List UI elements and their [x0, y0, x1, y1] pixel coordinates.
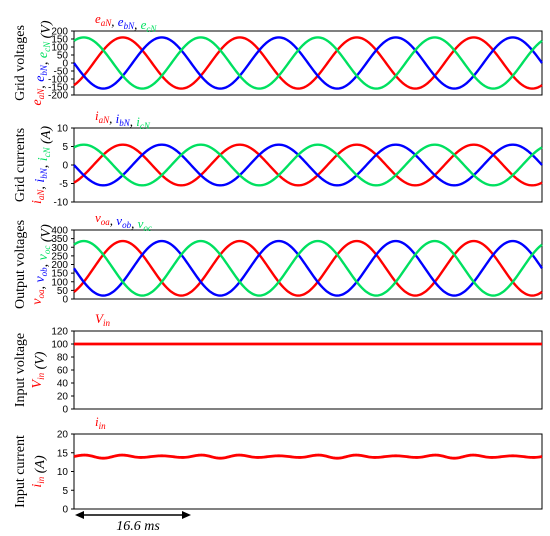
series-line-cN	[73, 143, 543, 187]
y-tick-label: 100	[51, 277, 68, 288]
y-tick-label: 350	[51, 234, 68, 245]
y-tick-label: 60	[57, 366, 69, 377]
y-tick-label: 50	[57, 51, 69, 62]
legend-label: iaN, ibN, icN	[95, 108, 151, 131]
series-line-cN	[73, 36, 543, 90]
y-tick-label: 0	[62, 505, 68, 516]
y-tick-label: 200	[51, 260, 68, 271]
y-tick-label: 120	[51, 327, 68, 338]
y-tick-label: 0	[62, 405, 68, 416]
y-tick-label: 10	[57, 467, 69, 478]
y-axis-label: Output voltages voa, vob, voc (V)	[13, 220, 54, 309]
panel-2: 10 5 0 -5 -10 iaN, ibN, icN Grid currents iaN, …	[13, 108, 543, 209]
y-tick-label: -50	[54, 67, 69, 78]
y-tick-label: 20	[57, 430, 69, 441]
legend-label: iin	[95, 414, 106, 431]
y-tick-label: 40	[57, 379, 69, 390]
legend-label: eaN, ebN, ecN	[95, 11, 157, 34]
y-tick-label: 150	[51, 35, 68, 46]
y-axis-label: Grid voltageseaN, ebN, ecN (V)	[13, 20, 54, 105]
series-line-aN	[73, 143, 543, 187]
panel-5: 20 15 10 5 0 iin Input current iin (A)	[13, 414, 543, 516]
series-line-oc	[73, 239, 543, 297]
y-tick-label: 400	[51, 226, 68, 237]
y-tick-label: 0	[62, 59, 68, 70]
series-line-aN	[73, 36, 543, 90]
panel-4: 120 100 80 60 40 20 0 Vin Input voltage Vin (V)	[13, 311, 543, 416]
y-tick-label: -10	[54, 198, 69, 209]
series-line-ob	[73, 239, 543, 297]
y-tick-label: 0	[62, 161, 68, 172]
y-tick-label: 10	[57, 124, 69, 135]
y-tick-label: 5	[62, 142, 68, 153]
y-axis-label: Grid currents iaN, ibN, icN (A)	[13, 126, 54, 204]
series-line-bN	[73, 36, 543, 90]
y-tick-label: 20	[57, 392, 69, 403]
time-scale-bar: 16.6 ms	[75, 511, 191, 534]
y-tick-label: 250	[51, 251, 68, 262]
plot-frame	[73, 433, 543, 510]
y-tick-label: 100	[51, 43, 68, 54]
y-tick-label: -5	[59, 179, 68, 190]
y-tick-label: 200	[51, 27, 68, 38]
y-tick-label: -100	[48, 75, 68, 86]
legend-label: Vin	[95, 311, 110, 328]
y-tick-label: 80	[57, 353, 69, 364]
scale-bar-label: 16.6 ms	[116, 519, 160, 534]
y-tick-label: -150	[48, 83, 68, 94]
series-line-oa	[73, 239, 543, 297]
y-axis-label: Input voltage Vin (V)	[13, 333, 48, 407]
y-tick-label: 50	[57, 286, 69, 297]
y-axis-label: Input current iin (A)	[13, 435, 48, 508]
series-line-bN	[73, 143, 543, 187]
y-tick-label: 100	[51, 340, 68, 351]
scale-arrow-left-icon	[75, 511, 84, 519]
y-tick-label: -200	[48, 91, 68, 102]
y-tick-label: 300	[51, 243, 68, 254]
y-tick-label: 5	[62, 486, 68, 497]
series-line-in	[73, 453, 543, 460]
y-tick-label: 15	[57, 448, 69, 459]
scale-arrow-right-icon	[182, 511, 191, 519]
legend-label: voa, vob, voc	[95, 210, 152, 233]
y-tick-label: 150	[51, 269, 68, 280]
y-tick-label: 0	[62, 295, 68, 306]
